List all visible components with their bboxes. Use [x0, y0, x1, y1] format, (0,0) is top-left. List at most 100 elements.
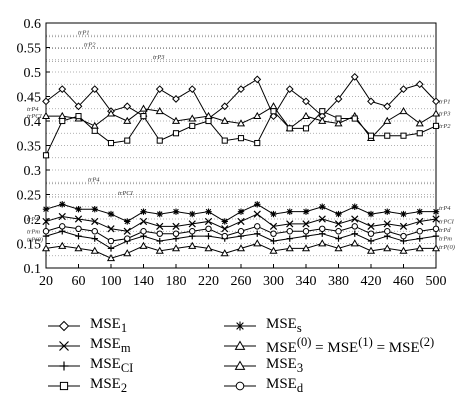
- x-axis: 20 60 100 140 180 220 260 300 340 380 420 460 500: [39, 264, 447, 289]
- data-point: [384, 132, 391, 139]
- data-point: [220, 116, 229, 124]
- y-tick-label: 0.2: [24, 213, 42, 228]
- x-tick-label: 20: [39, 274, 53, 289]
- legend-item-mseci: MSECI: [46, 356, 133, 376]
- legend-label-mseci: MSECI: [90, 356, 134, 375]
- legend-label-mse3: MSE3: [266, 356, 304, 375]
- data-point: [269, 222, 278, 230]
- data-point: [400, 232, 407, 240]
- gridlines: [46, 34, 436, 257]
- data-point: [90, 121, 99, 129]
- right-trace-label: trPCI: [439, 218, 455, 225]
- left-trace-label: trP4: [27, 216, 39, 223]
- legend-item-mse012: MSE(0) = MSE(1) = MSE(2): [222, 335, 435, 356]
- circle-marker-icon: [224, 381, 256, 391]
- data-point: [367, 222, 375, 230]
- y-tick-label: 0.4: [24, 115, 42, 130]
- data-point: [188, 220, 196, 228]
- series-1: [42, 201, 440, 225]
- right-trace-label: trP(0): [439, 244, 455, 251]
- legend-marker: [235, 381, 245, 391]
- data-point: [286, 220, 294, 228]
- data-point: [432, 208, 440, 215]
- data-point: [221, 218, 228, 225]
- data-point: [236, 119, 246, 127]
- legend-item-mse2: MSE2: [46, 376, 127, 396]
- x-tick-label: 100: [101, 274, 122, 289]
- data-point: [106, 253, 116, 262]
- data-point: [188, 241, 197, 249]
- legend-symbol: [48, 381, 80, 391]
- data-point: [74, 102, 83, 111]
- data-point: [415, 244, 424, 252]
- data-point: [416, 208, 423, 215]
- data-point: [286, 235, 293, 242]
- data-point: [302, 220, 310, 228]
- right-trace-label: trPm: [439, 236, 452, 243]
- data-point: [205, 208, 212, 215]
- x-tick-label: 140: [133, 274, 154, 289]
- x-tick-label: 180: [166, 274, 187, 289]
- data-point: [367, 237, 375, 245]
- series-2: [42, 210, 440, 235]
- y-tick-label: 0.1: [24, 262, 42, 277]
- legend-marker: [59, 341, 69, 351]
- data-point: [334, 119, 343, 127]
- data-point: [384, 208, 391, 215]
- data-point: [237, 135, 245, 142]
- data-point: [432, 122, 440, 129]
- data-point: [334, 220, 343, 228]
- data-point: [91, 127, 98, 134]
- data-point: [334, 244, 343, 252]
- data-point: [41, 111, 51, 119]
- legend-marker: [235, 321, 245, 331]
- data-point: [107, 237, 115, 245]
- legend-marker: [234, 360, 246, 370]
- data-point: [319, 108, 326, 115]
- data-point: [42, 206, 50, 213]
- data-point: [220, 249, 229, 257]
- data-point: [302, 125, 310, 132]
- data-point: [285, 244, 294, 252]
- data-point: [107, 245, 115, 252]
- data-point: [301, 111, 311, 119]
- x-tick-label: 380: [328, 274, 349, 289]
- data-point: [319, 203, 326, 210]
- data-point: [156, 210, 163, 218]
- y-axis: 0.1 0.15 0.2 0.25 0.3 0.35 0.4 0.45 0.5 0.55 0.6: [17, 17, 50, 277]
- y-tick-label: 0.55: [17, 42, 42, 57]
- data-point: [75, 113, 82, 120]
- data-point: [399, 222, 408, 230]
- data-point: [140, 228, 147, 235]
- legend-symbol: [224, 381, 256, 391]
- x-tick-label: 220: [198, 274, 219, 289]
- data-point: [140, 113, 147, 120]
- data-point: [74, 215, 83, 223]
- data-point: [351, 115, 358, 122]
- data-point: [351, 230, 358, 237]
- legend-label-mse1: MSE1: [90, 316, 128, 335]
- data-point: [124, 218, 131, 225]
- right-trace-label: trP1: [439, 98, 451, 105]
- data-point: [58, 212, 66, 221]
- legend-label-mse2: MSE2: [90, 376, 128, 395]
- data-point: [270, 108, 277, 115]
- reference-line-label: trP2: [84, 41, 96, 48]
- data-point: [172, 230, 180, 237]
- x-tick-label: 500: [426, 274, 447, 289]
- legend-item-mse3: MSE3: [222, 356, 303, 376]
- data-point: [415, 80, 424, 89]
- data-point: [124, 235, 131, 242]
- legend-label-mse012: MSE(0) = MSE(1) = MSE(2): [266, 335, 435, 356]
- data-point: [204, 244, 213, 252]
- diamond-marker-icon: [48, 320, 80, 332]
- data-point: [156, 222, 164, 230]
- data-point: [139, 217, 148, 226]
- data-point: [220, 102, 229, 111]
- data-point: [41, 244, 51, 252]
- series-6: [42, 108, 440, 159]
- data-point: [59, 117, 66, 125]
- data-point: [75, 232, 82, 240]
- reference-line-label: trP1: [78, 30, 90, 37]
- legend-item-msem: MSEm: [46, 336, 131, 356]
